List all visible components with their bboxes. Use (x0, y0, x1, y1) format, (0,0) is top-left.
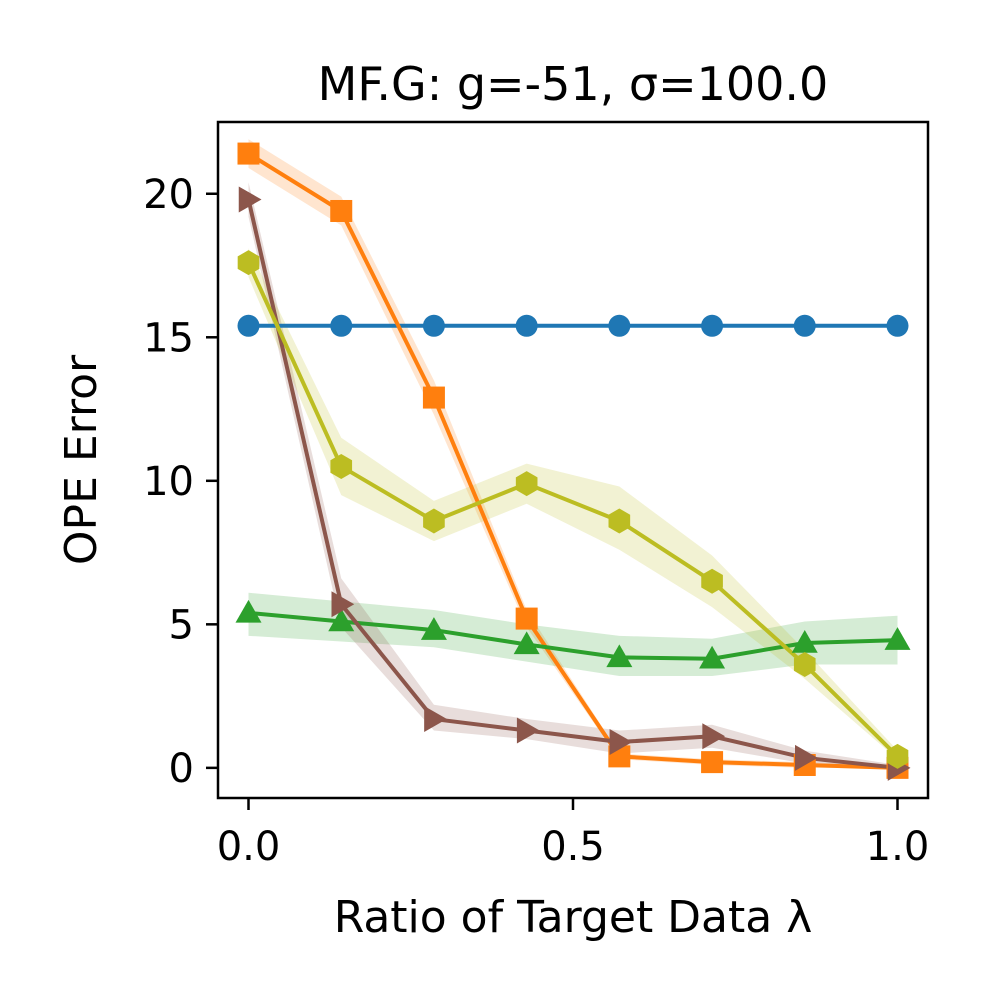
chart-title: MF.G: g=-51, σ=100.0 (318, 57, 829, 111)
blue-circle-point (608, 314, 631, 337)
green-triangle-point (328, 608, 355, 632)
blue-circle-point (701, 314, 724, 337)
olive-hexagon-point (608, 508, 631, 534)
y-tick-label: 5 (169, 602, 194, 648)
green-triangle-point (420, 617, 447, 640)
brown-triangle-right-point (331, 591, 355, 618)
orange-square-point (330, 199, 353, 222)
brown-triangle-right-line (246, 199, 898, 770)
orange-square-line (247, 151, 898, 770)
orange-square-point (237, 142, 260, 165)
brown-triangle-right-point (424, 706, 447, 733)
orange-square-point (422, 386, 445, 409)
orange-square-band (248, 139, 898, 768)
blue-circle-point (422, 314, 445, 337)
y-tick-label: 20 (143, 172, 194, 218)
green-triangle-point (699, 645, 726, 669)
x-axis: 0.0 0.5 1.0 (217, 798, 930, 870)
olive-hexagon-point (237, 250, 260, 276)
green-triangle-point (791, 629, 818, 653)
blue-circle-point (886, 314, 909, 337)
y-tick-label: 15 (143, 315, 194, 361)
brown-triangle-right-point (516, 717, 540, 744)
blue-circle-point (330, 314, 353, 337)
y-axis-label: OPE Error (56, 354, 107, 565)
green-triangle-point (513, 631, 540, 655)
brown-triangle-right-point (609, 729, 633, 756)
olive-hexagon-point (701, 568, 723, 594)
brown-triangle-right-point (795, 744, 818, 771)
x-tick-label: 0.5 (541, 824, 605, 870)
y-tick-label: 0 (169, 746, 194, 792)
green-triangle-point (235, 599, 262, 623)
x-axis-label: Ratio of Target Data λ (334, 892, 813, 943)
orange-square-point (515, 607, 538, 630)
brown-triangle-right-point (238, 186, 262, 213)
olive-hexagon-point (886, 743, 909, 769)
x-tick-label: 1.0 (866, 824, 930, 870)
brown-triangle-right-point (702, 723, 726, 750)
x-tick-label: 0.0 (217, 824, 281, 870)
blue-circle-point (237, 314, 260, 337)
y-tick-label: 10 (143, 459, 194, 505)
olive-hexagon-point (330, 453, 353, 479)
blue-circle-point (515, 314, 538, 337)
blue-circle-point (793, 314, 816, 337)
olive-hexagon-line (246, 261, 899, 758)
series-markers (235, 142, 911, 781)
series-lines (246, 151, 899, 770)
green-triangle-point (884, 627, 911, 650)
green-triangle-point (606, 644, 633, 668)
orange-square-point (701, 751, 724, 774)
y-axis: 0 5 10 15 20 (143, 172, 218, 792)
olive-hexagon-point (423, 508, 445, 534)
olive-hexagon-point (515, 471, 538, 497)
olive-hexagon-point (793, 652, 816, 678)
